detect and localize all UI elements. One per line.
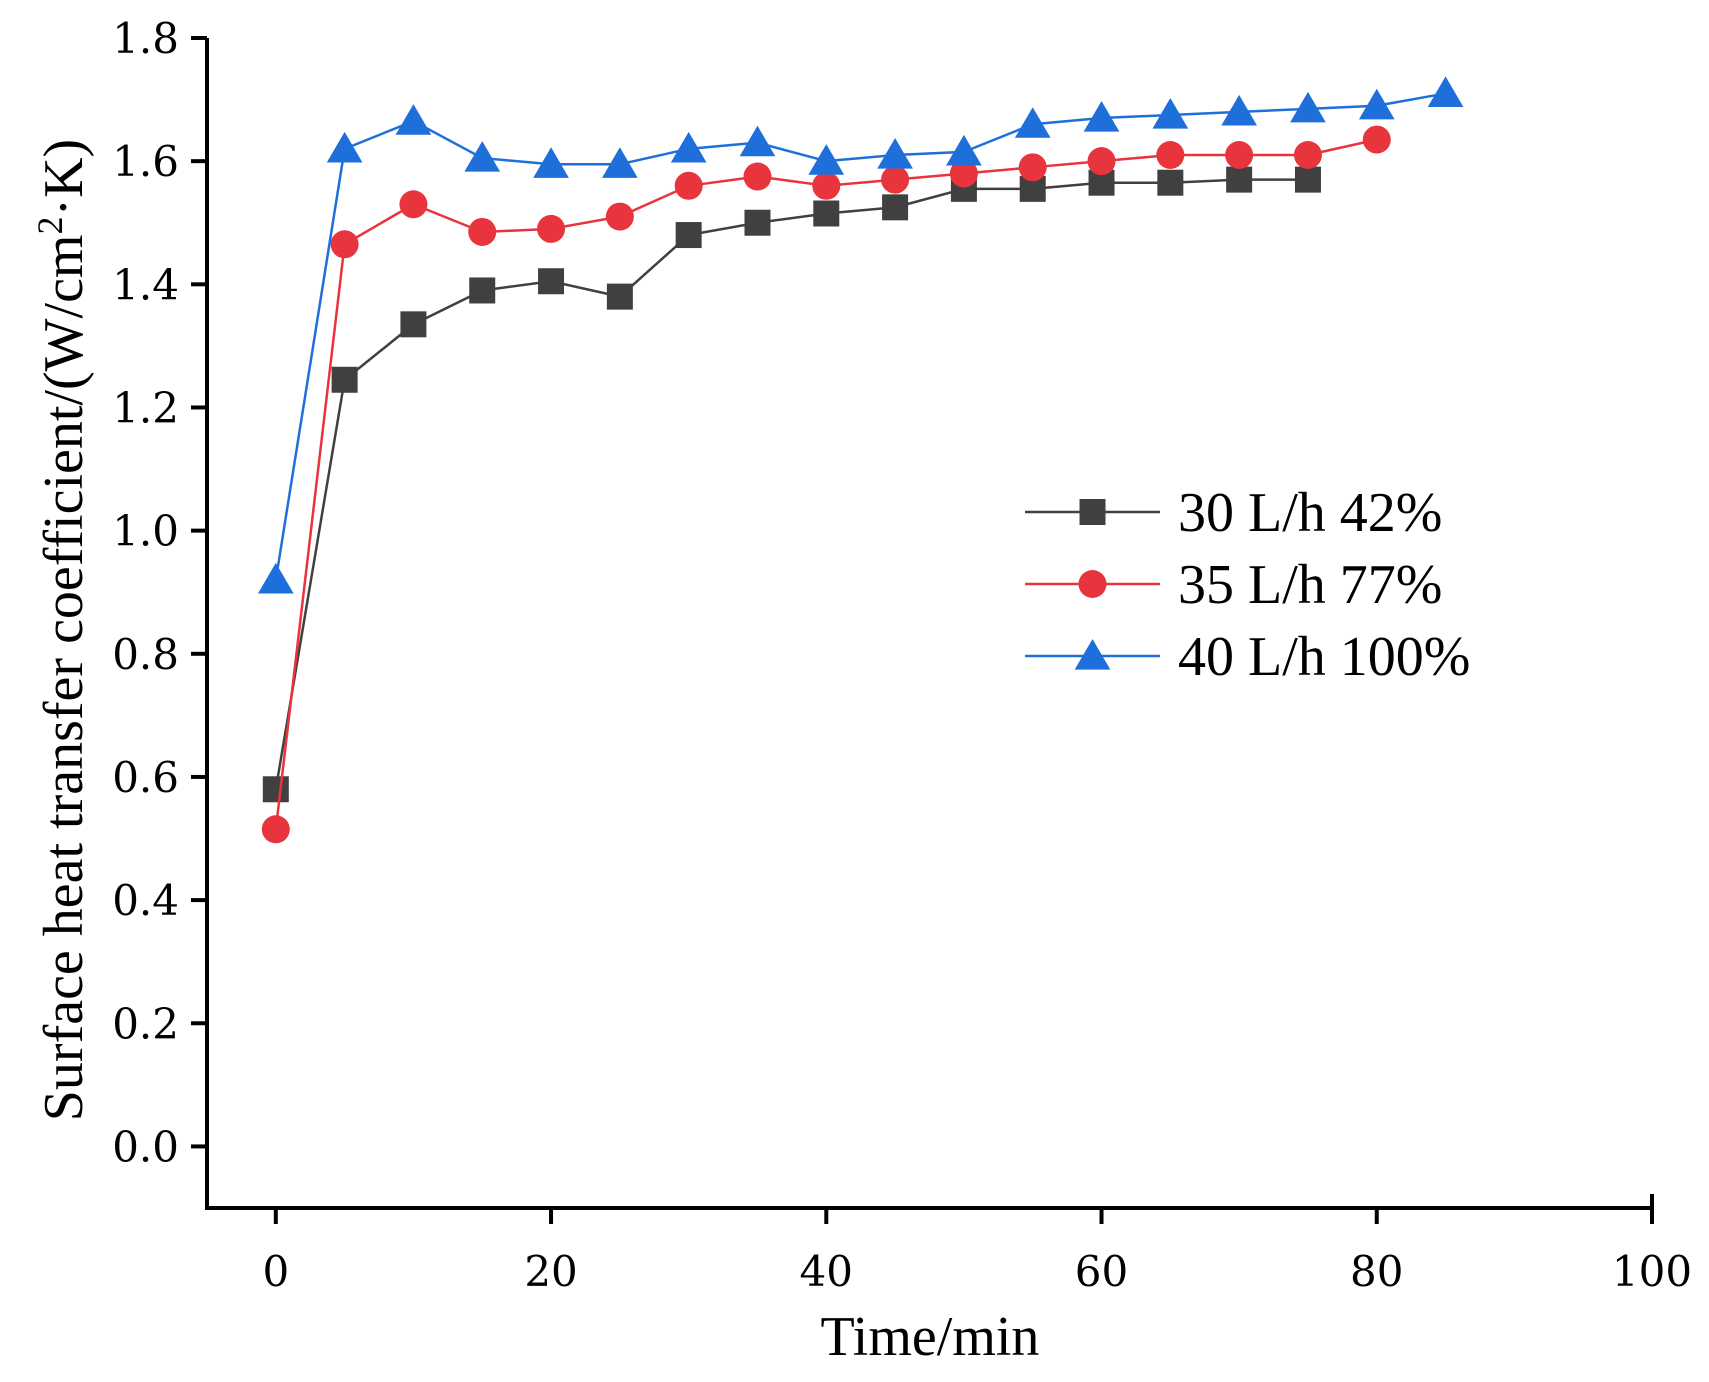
data-point: [1221, 94, 1257, 126]
data-point: [1225, 141, 1254, 169]
y-axis-title: Surface heat transfer coefficient/(W/cm2…: [30, 139, 95, 1121]
x-tick-label: 40: [800, 1247, 853, 1296]
y-ticks: 0.0 0.2 0.4 0.6 0.8 1.0 1.2 1.4 1.6 1.8: [112, 14, 207, 1171]
data-point: [1087, 147, 1116, 176]
data-point: [1083, 101, 1120, 132]
y-tick-label: 0.0: [112, 1122, 179, 1171]
y-tick-label: 0.4: [112, 876, 179, 925]
data-point: [675, 222, 702, 249]
data-point: [1427, 76, 1464, 108]
y-tick-label: 0.8: [112, 630, 179, 679]
y-axis-title-suffix: ·K): [33, 139, 95, 217]
data-point: [602, 147, 638, 178]
legend-label: 30 L/h 42%: [1178, 482, 1442, 544]
data-point: [331, 366, 358, 393]
x-tick-label: 20: [524, 1247, 577, 1296]
data-point: [739, 125, 776, 157]
series-line: [274, 92, 1446, 581]
series-line: [274, 178, 1308, 790]
y-axis-title-superscript: 2: [30, 217, 70, 235]
data-point: [533, 147, 569, 178]
data-point: [670, 131, 707, 163]
data-point: [812, 171, 841, 200]
series-2: [261, 125, 1391, 844]
x-tick-label: 80: [1350, 1247, 1403, 1296]
data-point: [395, 104, 432, 135]
data-point: [262, 776, 289, 803]
series-group: [257, 76, 1464, 844]
data-point: [468, 217, 497, 246]
legend-label: 35 L/h 77%: [1178, 554, 1442, 616]
data-point: [1157, 169, 1184, 196]
data-point: [877, 138, 913, 169]
legend-label: 40 L/h 100%: [1178, 626, 1470, 688]
data-point: [326, 131, 363, 163]
y-tick-label: 1.4: [112, 260, 179, 309]
series-1: [262, 166, 1321, 803]
data-point: [538, 268, 565, 295]
data-point: [606, 283, 633, 310]
legend: 30 L/h 42% 35 L/h 77% 40 L/h 100%: [1025, 482, 1470, 688]
data-point: [1226, 166, 1253, 193]
data-point: [744, 209, 771, 236]
data-point: [946, 134, 982, 166]
data-point: [537, 214, 566, 243]
x-axis-title: Time/min: [821, 1306, 1040, 1368]
data-point: [261, 815, 290, 844]
data-point: [464, 141, 501, 172]
x-ticks: 0 20 40 60 80 100: [262, 1208, 1692, 1296]
data-point: [882, 194, 909, 221]
data-point: [1156, 141, 1185, 169]
y-tick-label: 1.8: [112, 14, 179, 63]
data-point: [257, 562, 294, 594]
data-point: [1018, 153, 1047, 182]
data-point: [1358, 88, 1395, 120]
data-point: [743, 162, 772, 191]
data-point: [1293, 141, 1322, 169]
y-tick-label: 0.2: [112, 999, 179, 1048]
y-tick-label: 0.6: [112, 753, 179, 802]
data-point: [1294, 166, 1321, 193]
axes: [205, 38, 1654, 1210]
series-3: [257, 76, 1464, 594]
x-tick-label: 0: [262, 1247, 289, 1296]
legend-marker: [1078, 570, 1107, 598]
y-tick-label: 1.2: [112, 383, 179, 432]
data-point: [813, 200, 840, 227]
data-point: [808, 144, 845, 175]
y-axis-title-prefix: Surface heat transfer coefficient/(W/cm: [33, 235, 95, 1122]
y-tick-label: 1.6: [112, 137, 179, 186]
data-point: [1152, 97, 1189, 129]
data-point: [1290, 91, 1326, 123]
data-point: [949, 159, 978, 188]
data-point: [1014, 107, 1051, 138]
legend-marker: [1074, 639, 1111, 670]
x-tick-label: 60: [1075, 1247, 1128, 1296]
data-point: [674, 171, 703, 200]
data-point: [1362, 125, 1391, 154]
legend-item: 35 L/h 77%: [1025, 554, 1442, 616]
legend-item: 40 L/h 100%: [1025, 626, 1470, 688]
legend-marker: [1079, 499, 1106, 525]
data-point: [605, 202, 634, 231]
x-tick-label: 100: [1612, 1247, 1692, 1296]
data-point: [881, 165, 910, 194]
data-point: [399, 190, 428, 219]
legend-item: 30 L/h 42%: [1025, 482, 1442, 544]
data-point: [400, 311, 427, 338]
y-tick-label: 1.0: [112, 507, 179, 556]
data-point: [469, 277, 496, 304]
data-point: [330, 230, 359, 259]
